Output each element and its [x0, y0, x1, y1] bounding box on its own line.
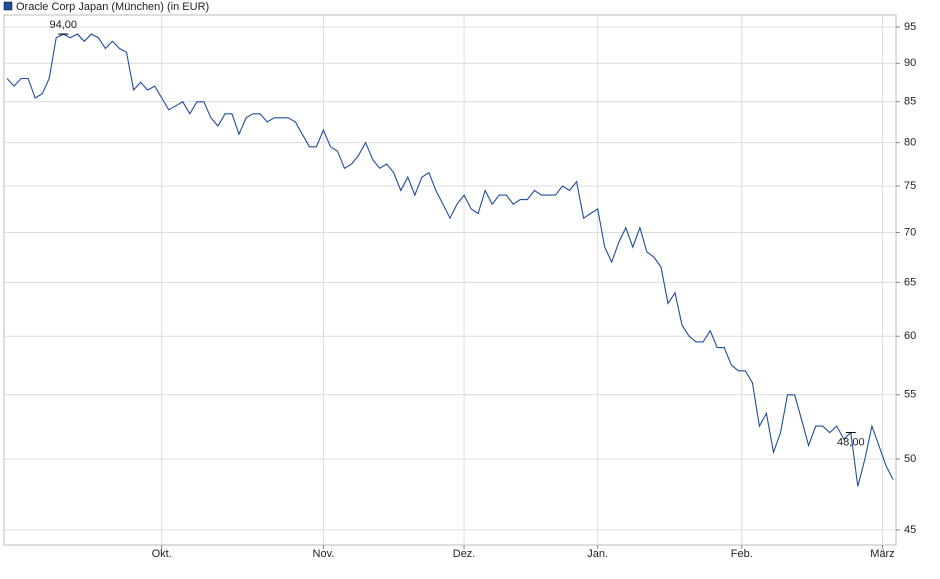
y-tick-label: 60	[904, 330, 916, 342]
y-tick-label: 55	[904, 389, 916, 401]
y-tick-label: 50	[904, 453, 916, 465]
legend-label: Oracle Corp Japan (München) (in EUR)	[16, 1, 209, 13]
y-tick-label: 45	[904, 524, 916, 536]
plot-frame	[3, 14, 897, 546]
x-tick-label: Okt.	[152, 548, 172, 560]
y-tick-label: 90	[904, 57, 916, 69]
y-tick-label: 65	[904, 276, 916, 288]
x-tick-label: März	[870, 548, 894, 560]
y-tick-label: 70	[904, 226, 916, 238]
annotation: 94,00	[49, 19, 77, 31]
series-line	[6, 33, 894, 487]
x-tick-label: Feb.	[731, 548, 753, 560]
legend-swatch	[3, 1, 13, 11]
x-tick-label: Jan.	[587, 548, 608, 560]
x-tick-label: Nov.	[313, 548, 335, 560]
annotation: 48,00	[837, 436, 865, 448]
y-tick-label: 75	[904, 180, 916, 192]
x-tick-label: Dez.	[453, 548, 476, 560]
y-tick-label: 85	[904, 96, 916, 108]
y-tick-label: 80	[904, 137, 916, 149]
y-tick-label: 95	[904, 21, 916, 33]
